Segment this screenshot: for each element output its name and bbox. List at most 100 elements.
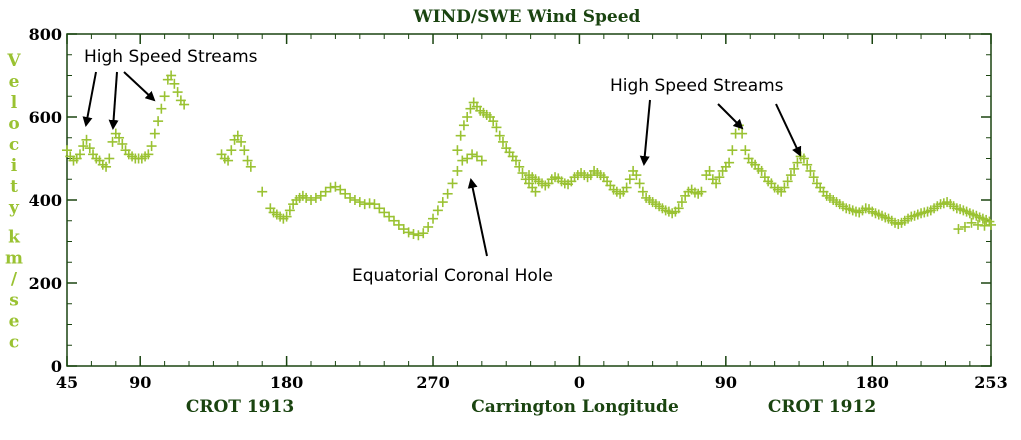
data-point bbox=[624, 174, 635, 185]
annotation-high-speed-left: High Speed Streams bbox=[84, 47, 258, 67]
data-point bbox=[457, 155, 468, 166]
data-point bbox=[530, 186, 541, 197]
data-point bbox=[428, 213, 439, 224]
arrow-right-3 bbox=[775, 103, 802, 157]
data-point bbox=[315, 190, 326, 201]
data-point bbox=[239, 145, 250, 156]
data-point bbox=[423, 221, 434, 232]
data-point bbox=[779, 182, 790, 193]
data-point bbox=[471, 151, 482, 162]
arrow-right-1 bbox=[639, 99, 651, 166]
annotation-coronal-hole: Equatorial Coronal Hole bbox=[352, 266, 553, 286]
data-point bbox=[476, 155, 487, 166]
data-point bbox=[257, 186, 268, 197]
y-label-char: y bbox=[8, 198, 20, 218]
y-label-char: c bbox=[9, 332, 19, 352]
data-point bbox=[354, 197, 365, 208]
y-tick-label: 200 bbox=[29, 274, 62, 293]
x-tick-label: 253 bbox=[974, 373, 1007, 392]
data-point bbox=[972, 219, 983, 230]
data-point bbox=[104, 153, 115, 164]
data-point bbox=[637, 186, 648, 197]
data-point bbox=[805, 165, 816, 176]
data-point bbox=[442, 188, 453, 199]
data-point bbox=[782, 176, 793, 187]
y-label-char: c bbox=[9, 135, 19, 155]
x-sublabel-left: CROT 1913 bbox=[186, 397, 294, 417]
data-point bbox=[437, 197, 448, 208]
data-point bbox=[798, 153, 809, 164]
data-point bbox=[676, 197, 687, 208]
data-point bbox=[281, 211, 292, 222]
y-label-char: t bbox=[10, 177, 18, 197]
y-label-char: e bbox=[9, 72, 20, 92]
data-point bbox=[245, 161, 256, 172]
data-point bbox=[488, 116, 499, 127]
data-point bbox=[223, 155, 234, 166]
data-point bbox=[727, 145, 738, 156]
data-point bbox=[756, 165, 767, 176]
data-point bbox=[785, 170, 796, 181]
plot-frame bbox=[66, 33, 992, 367]
data-point bbox=[81, 134, 92, 145]
data-point bbox=[75, 149, 86, 160]
data-point bbox=[789, 163, 800, 174]
data-point bbox=[146, 141, 157, 152]
data-point bbox=[621, 182, 632, 193]
data-point bbox=[634, 178, 645, 189]
data-point bbox=[467, 149, 478, 160]
arrow-left-3 bbox=[123, 71, 156, 102]
data-point bbox=[117, 138, 128, 149]
data-point bbox=[242, 155, 253, 166]
x-tick-label: 90 bbox=[715, 373, 737, 392]
y-label-char: m bbox=[5, 248, 23, 268]
chart-title: WIND/SWE Wind Speed bbox=[413, 7, 641, 27]
data-point bbox=[465, 103, 476, 114]
data-point bbox=[359, 199, 370, 210]
data-point bbox=[455, 130, 466, 141]
data-point bbox=[452, 165, 463, 176]
y-label-char: / bbox=[11, 269, 18, 289]
data-point bbox=[149, 128, 160, 139]
y-tick-label: 400 bbox=[29, 191, 62, 210]
data-point bbox=[711, 178, 722, 189]
data-point bbox=[737, 128, 748, 139]
data-point bbox=[369, 199, 380, 210]
data-point bbox=[393, 219, 404, 230]
data-point bbox=[306, 195, 317, 205]
x-tick-label: 90 bbox=[129, 373, 151, 392]
y-axis-ticks: 0 200 400 600 800 bbox=[29, 25, 991, 376]
data-point bbox=[320, 186, 331, 197]
data-point bbox=[494, 130, 505, 141]
data-point bbox=[107, 136, 118, 147]
data-point bbox=[179, 99, 190, 110]
data-point bbox=[340, 188, 351, 199]
data-point bbox=[631, 170, 642, 181]
data-point bbox=[379, 207, 390, 218]
data-point bbox=[78, 141, 89, 152]
data-point bbox=[114, 132, 125, 143]
annotation-arrows bbox=[82, 71, 802, 257]
data-point bbox=[310, 192, 321, 203]
y-label-char: s bbox=[9, 290, 19, 310]
data-point bbox=[966, 217, 977, 228]
data-point bbox=[226, 145, 237, 156]
data-points bbox=[62, 70, 996, 241]
y-label-char: V bbox=[6, 51, 21, 71]
y-tick-label: 600 bbox=[29, 108, 62, 127]
data-point bbox=[403, 227, 414, 238]
data-point bbox=[159, 91, 170, 102]
data-point bbox=[62, 145, 72, 156]
data-point bbox=[724, 157, 735, 168]
x-sublabel-center: Carrington Longitude bbox=[471, 397, 679, 417]
data-point bbox=[491, 122, 502, 133]
data-point bbox=[462, 112, 473, 122]
data-point bbox=[979, 220, 990, 231]
data-point bbox=[349, 195, 360, 205]
data-point bbox=[166, 70, 177, 81]
data-point bbox=[232, 130, 243, 141]
y-label-char: k bbox=[8, 227, 21, 247]
x-axis-ticks: 45 90 180 270 0 90 180 253 bbox=[56, 34, 1008, 392]
y-tick-label: 0 bbox=[51, 357, 62, 376]
